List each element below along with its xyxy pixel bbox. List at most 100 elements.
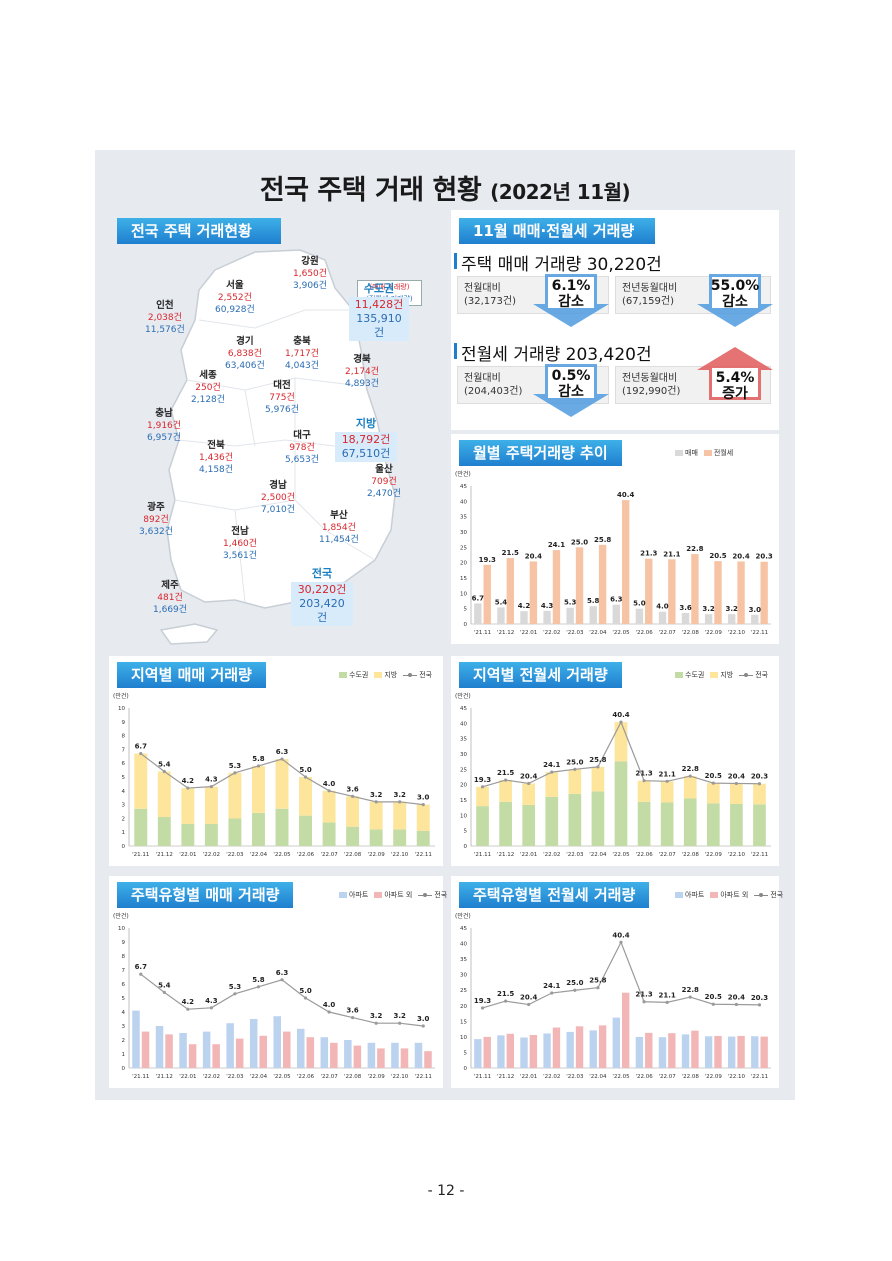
chart-legend: 아파트 아파트 외 전국 (669, 890, 783, 900)
data-label: 22.8 (686, 545, 703, 553)
y-tick-label: 25 (460, 545, 467, 551)
sale-yoy-arrow: 55.0% 감소 (695, 272, 775, 328)
data-label: 5.8 (587, 597, 600, 605)
down-arrow-icon (697, 274, 773, 327)
x-tick-label: '22.05 (612, 630, 630, 636)
x-tick-label: '22.09 (705, 1074, 723, 1080)
rent-yoy-value: 5.4% 증가 (695, 370, 775, 402)
bar (591, 766, 605, 792)
rent-yoy-val: 5.4% (715, 370, 755, 386)
y-unit: (만건) (455, 912, 471, 920)
bar (235, 1038, 244, 1068)
region-rent: 11,454건 (319, 535, 359, 545)
legend-label: 아파트 외 (720, 891, 749, 899)
y-tick-label: 2 (122, 1038, 126, 1044)
bar (188, 1044, 197, 1068)
data-label: 19.3 (474, 776, 491, 784)
bar (506, 1033, 514, 1068)
bar (275, 808, 289, 846)
data-label: 6.3 (276, 969, 289, 977)
data-label: 40.4 (612, 711, 629, 719)
data-label: 5.8 (252, 755, 265, 763)
y-tick-label: 0 (464, 622, 468, 628)
line-point (504, 778, 508, 782)
y-tick-label: 0 (122, 1066, 126, 1072)
bar (181, 823, 195, 846)
rent-mom-label: 전월대비 (464, 373, 501, 384)
bar (322, 790, 336, 823)
data-label: 4.3 (205, 997, 218, 1005)
y-tick-label: 5 (464, 607, 468, 613)
region-sale: 1,916건 (147, 421, 182, 431)
data-label: 24.1 (548, 541, 565, 549)
bar (320, 1037, 329, 1068)
y-tick-label: 15 (460, 576, 467, 582)
region-14: 부산 1,854건 11,454건 (319, 510, 359, 546)
region-2: 인천 2,038건 11,576건 (145, 300, 185, 336)
y-tick-label: 7 (122, 968, 126, 974)
x-tick-label: '22.01 (179, 852, 196, 858)
legend-swatch (374, 892, 383, 898)
rent-yoy-dir: 증가 (722, 386, 748, 402)
bar (751, 614, 759, 624)
bar (299, 777, 313, 816)
legend-swatch (739, 672, 754, 677)
data-label: 21.3 (640, 550, 657, 558)
line-point (757, 782, 762, 786)
x-tick-label: '22.11 (751, 1074, 768, 1080)
bar (545, 772, 559, 797)
line-point (596, 765, 600, 769)
region-name: 충남 (155, 408, 173, 419)
legend-sale: (매매 거래량) (369, 283, 410, 291)
y-tick-label: 10 (118, 706, 125, 712)
bar (251, 812, 265, 846)
bar (202, 1031, 211, 1068)
x-tick-label: '22.07 (659, 852, 677, 858)
bar (259, 1035, 267, 1068)
region-sale-chart-panel: 지역별 매매 거래량 수도권 지방 전국 (만건) 0 1 2 3 4 5 6 7 8 9 10 '21.11 '… (109, 656, 443, 866)
bar (681, 612, 690, 624)
line-point (398, 1021, 402, 1025)
region-name: 전남 (231, 526, 249, 537)
region-rent: 3,632건 (139, 527, 174, 537)
legend-swatch (374, 672, 383, 678)
x-tick-label: '22.04 (589, 852, 607, 858)
data-label: 25.8 (594, 536, 611, 544)
sale-mom-dir: 감소 (558, 294, 584, 310)
bar (141, 1031, 150, 1068)
bar (598, 544, 607, 624)
bar (637, 801, 651, 846)
bar (645, 1032, 653, 1068)
region-sale: 2,552건 (217, 293, 252, 303)
chart-title: 주택유형별 매매 거래량 (117, 882, 294, 908)
bar (637, 780, 651, 802)
line-point (480, 785, 485, 789)
chart-svg: (만건) 0 5 10 15 20 25 30 35 40 45 '21.11 '21.12 '22.01… (455, 912, 771, 1080)
region-sale: 2,038건 (147, 313, 182, 323)
region-rent: 5,976건 (265, 405, 300, 415)
bar (622, 992, 630, 1068)
region-name: 전북 (207, 440, 225, 451)
bar (566, 607, 574, 624)
data-label: 21.1 (663, 550, 680, 558)
x-tick-label: '21.12 (156, 852, 173, 858)
region-0: 서울 2,552건 60,928건 (215, 280, 255, 316)
bar (683, 798, 697, 846)
region-rent-chart-panel: 지역별 전월세 거래량 수도권 지방 전국 (만건) 0 5 10 15 20 25 30 35 40 45… (451, 656, 779, 866)
line-point (734, 1002, 738, 1007)
legend-label: 수도권 (685, 671, 705, 679)
bar (612, 1017, 620, 1068)
line-point (327, 1010, 331, 1014)
nation-name: 전국 (311, 567, 333, 580)
map-borders (174, 309, 376, 603)
region-rent: 4,158건 (199, 465, 234, 475)
bar (543, 1033, 551, 1068)
data-label: 3.6 (346, 1007, 359, 1015)
x-tick-label: '22.06 (635, 852, 653, 858)
x-tick-label: '21.11 (474, 852, 491, 858)
line-point (139, 751, 143, 756)
bar (165, 1034, 173, 1068)
region-name: 경남 (269, 480, 287, 491)
data-label: 5.4 (158, 760, 171, 768)
x-tick-label: '22.05 (273, 1074, 291, 1080)
